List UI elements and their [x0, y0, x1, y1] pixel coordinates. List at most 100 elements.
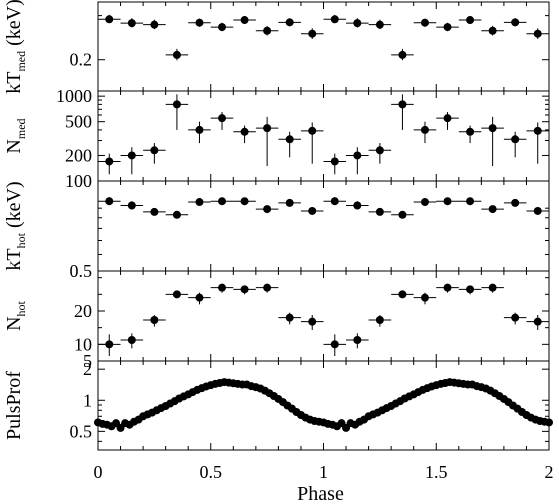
data-point: [218, 283, 227, 292]
data-point: [420, 18, 429, 27]
data-point: [308, 29, 317, 38]
y-axis-label: kTmed (keV): [3, 0, 28, 94]
data-point: [398, 100, 407, 109]
data-point: [263, 26, 272, 35]
data-point: [466, 285, 475, 294]
data-point: [375, 316, 384, 324]
data-point: [285, 18, 294, 27]
data-point: [195, 125, 204, 134]
panel-1: 100 200 500 1000 Nmed: [3, 86, 550, 191]
data-point: [105, 157, 114, 166]
data-point: [353, 19, 362, 28]
y-axis-label-main: PulsProf: [3, 371, 25, 440]
y-axis-label-sub: hot: [14, 232, 28, 248]
data-point: [263, 205, 272, 214]
y-axis-label-main: N: [3, 316, 25, 330]
data-point: [375, 207, 384, 216]
data-point: [443, 283, 452, 292]
data-point: [150, 316, 159, 324]
y-axis-label-sub: med: [14, 51, 28, 72]
y-tick-label: 1: [83, 390, 92, 410]
x-axis-label: Phase: [297, 483, 344, 504]
data-point: [150, 20, 159, 29]
y-tick-label: 0.5: [70, 261, 93, 281]
y-axis-label-main: kT: [3, 248, 25, 270]
data-point: [511, 18, 520, 27]
data-point: [127, 19, 136, 28]
data-point: [353, 201, 362, 210]
data-point: [308, 126, 317, 135]
data-point: [308, 317, 317, 326]
y-axis-label-unit: (keV): [3, 181, 25, 233]
data-point: [330, 197, 339, 206]
panel-3: 510 20 Nhot: [3, 270, 550, 371]
data-point: [150, 146, 159, 155]
data-point: [353, 151, 362, 160]
y-axis-label: PulsProf: [3, 371, 25, 440]
data-point: [308, 206, 317, 215]
data-point: [127, 336, 136, 344]
data-point: [443, 23, 452, 32]
data-point: [218, 197, 227, 206]
data-point: [240, 16, 249, 25]
y-tick-label: 100: [65, 171, 92, 191]
data-point: [466, 16, 475, 25]
data-point: [105, 15, 114, 24]
y-tick-label: 5: [83, 351, 92, 371]
data-point: [420, 198, 429, 207]
data-point: [330, 340, 339, 349]
y-axis-label-main: N: [3, 139, 25, 153]
data-point: [511, 313, 520, 322]
profile-point: [545, 418, 553, 427]
data-point: [533, 29, 542, 38]
panel-0: 0.2 kTmed (keV): [3, 0, 550, 94]
data-point: [398, 210, 407, 219]
y-tick-label: 20: [74, 301, 92, 321]
panel-4: 0.5 1 2 PulsProf: [3, 359, 553, 451]
y-axis-label-sub: med: [14, 118, 28, 139]
data-point: [218, 114, 227, 123]
panel-frame: [97, 270, 550, 362]
y-tick-label: 1000: [56, 86, 92, 106]
y-axis-label-unit: (keV): [3, 0, 25, 51]
data-point: [172, 100, 181, 109]
data-point: [375, 20, 384, 29]
data-point: [488, 283, 497, 292]
data-point: [420, 293, 429, 302]
data-point: [195, 198, 204, 207]
x-tick-label: 2: [545, 462, 554, 482]
data-point: [285, 313, 294, 322]
data-point: [127, 201, 136, 210]
data-point: [353, 336, 362, 344]
data-point: [398, 290, 407, 299]
data-point: [420, 125, 429, 134]
y-axis-label: kThot (keV): [3, 181, 28, 270]
panel-frame: [97, 180, 550, 272]
y-tick-label: 0.5: [70, 421, 93, 441]
data-point: [488, 124, 497, 133]
panel-2: 0.5 kThot (keV): [3, 180, 550, 281]
data-point: [533, 317, 542, 326]
y-tick-label: 200: [65, 145, 92, 165]
data-point: [285, 135, 294, 144]
y-tick-label: 500: [65, 112, 92, 132]
data-point: [511, 135, 520, 144]
data-point: [195, 18, 204, 27]
data-point: [172, 210, 181, 219]
y-tick-label: 0.2: [70, 50, 93, 70]
data-point: [240, 285, 249, 294]
data-point: [466, 197, 475, 206]
y-axis-label-sub: hot: [14, 300, 28, 316]
x-tick-label: 1: [319, 462, 328, 482]
y-axis-label: Nhot: [3, 300, 28, 330]
data-point: [443, 114, 452, 123]
x-tick-label: 0.5: [200, 462, 223, 482]
data-point: [172, 50, 181, 59]
data-point: [240, 197, 249, 206]
data-point: [466, 127, 475, 136]
data-point: [511, 198, 520, 207]
panel-frame: [97, 1, 550, 92]
data-point: [172, 290, 181, 299]
data-point: [488, 205, 497, 214]
